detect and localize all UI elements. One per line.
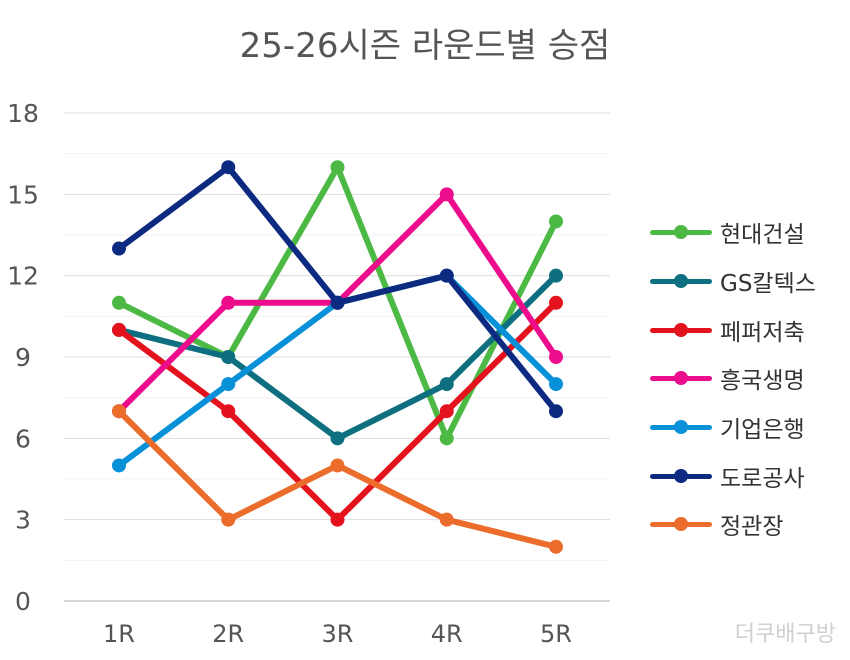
y-tick-label: 18: [7, 99, 39, 128]
data-point: [549, 350, 563, 364]
legend-swatch: [650, 417, 712, 437]
data-point: [439, 377, 454, 392]
data-point: [330, 458, 345, 473]
data-point: [221, 295, 236, 310]
legend-label: 도로공사: [720, 465, 805, 492]
data-point: [439, 431, 454, 446]
legend-swatch: [650, 514, 712, 534]
legend-marker: [674, 322, 688, 337]
legend-label: GS칼텍스: [720, 271, 816, 298]
legend-item: 정관장: [650, 500, 816, 549]
legend-swatch: [650, 466, 712, 486]
legend-marker: [674, 468, 688, 483]
data-point: [330, 512, 345, 527]
legend-marker: [674, 274, 688, 289]
legend-label: 정관장: [720, 514, 784, 541]
legend-swatch: [650, 222, 712, 242]
data-point: [221, 377, 236, 392]
data-point: [112, 295, 126, 310]
data-point: [112, 458, 126, 473]
data-point: [549, 539, 563, 554]
data-point: [112, 322, 126, 337]
data-point: [221, 350, 236, 364]
chart-title: 25-26시즌 라운드별 승점: [239, 26, 611, 66]
legend-swatch: [650, 368, 712, 388]
legend-item: 페퍼저축: [650, 305, 816, 354]
legend-label: 페퍼저축: [720, 319, 805, 346]
legend-swatch: [650, 320, 712, 340]
legend-item: 기업은행: [650, 403, 816, 452]
data-point: [439, 268, 454, 283]
data-point: [439, 512, 454, 527]
data-point: [330, 160, 345, 175]
legend-label: 흥국생명: [720, 368, 805, 395]
y-tick-label: 15: [7, 180, 39, 209]
data-point: [439, 187, 454, 202]
y-tick-label: 0: [15, 587, 31, 616]
data-point: [330, 431, 345, 446]
y-tick-label: 9: [15, 343, 31, 372]
data-point: [549, 295, 563, 310]
data-point: [330, 295, 345, 310]
legend-marker: [674, 371, 688, 386]
legend-marker: [674, 517, 688, 532]
data-point: [549, 214, 563, 229]
x-tick-label: 2R: [212, 620, 244, 648]
data-point: [221, 404, 236, 419]
data-point: [549, 268, 563, 283]
legend-item: 현대건설: [650, 208, 816, 257]
legend-item: 흥국생명: [650, 354, 816, 403]
legend-item: 도로공사: [650, 451, 816, 500]
y-tick-label: 6: [15, 424, 31, 453]
data-point: [549, 377, 563, 392]
x-tick-label: 5R: [540, 620, 572, 648]
legend-label: 현대건설: [720, 222, 805, 249]
legend-swatch: [650, 271, 712, 291]
x-tick-label: 4R: [431, 620, 463, 648]
y-tick-label: 3: [15, 506, 31, 535]
data-point: [549, 404, 563, 419]
watermark-text: 더쿠배구방: [734, 622, 836, 647]
data-point: [112, 404, 126, 419]
x-tick-label: 3R: [322, 620, 354, 648]
data-point: [221, 160, 236, 175]
legend-label: 기업은행: [720, 417, 805, 444]
data-point: [439, 404, 454, 419]
y-tick-label: 12: [7, 262, 39, 291]
legend-marker: [674, 420, 688, 435]
x-tick-label: 1R: [103, 620, 135, 648]
legend-item: GS칼텍스: [650, 257, 816, 306]
data-point: [221, 512, 236, 527]
legend-marker: [674, 225, 688, 240]
data-point: [112, 241, 126, 256]
series-line: [116, 164, 559, 415]
